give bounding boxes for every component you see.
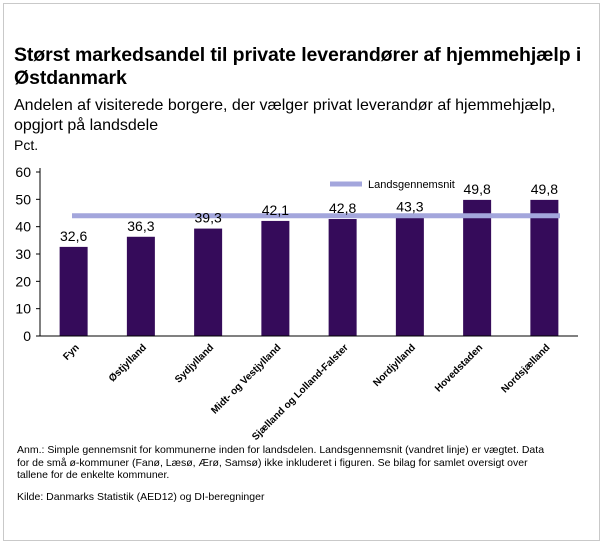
y-tick-label: 10 bbox=[15, 301, 31, 317]
data-label: 42,8 bbox=[329, 200, 356, 216]
bar bbox=[126, 236, 155, 336]
x-tick-label: Fyn bbox=[61, 342, 81, 362]
chart-note: Anm.: Simple gennemsnit for kommunerne i… bbox=[17, 444, 545, 481]
chart-subtitle: Andelen af visiterede borgere, der vælge… bbox=[14, 97, 556, 134]
x-tick-label: Østjylland bbox=[107, 342, 149, 384]
bar bbox=[261, 220, 290, 336]
y-axis-unit-label: Pct. bbox=[14, 137, 39, 153]
chart-source: Kilde: Danmarks Statistik (AED12) og DI-… bbox=[17, 491, 265, 503]
data-label: 49,8 bbox=[464, 181, 491, 197]
data-label: 43,3 bbox=[396, 199, 423, 215]
x-tick-label: Hovedstaden bbox=[433, 342, 485, 394]
bar bbox=[328, 219, 357, 336]
legend-label: Landsgennemsnit bbox=[368, 179, 455, 191]
data-label: 32,6 bbox=[60, 228, 87, 244]
x-tick-label: Midt- og Vestjylland bbox=[209, 342, 283, 416]
x-tick-label: Sydjylland bbox=[173, 342, 216, 385]
bar bbox=[194, 228, 223, 336]
y-tick-label: 40 bbox=[15, 219, 31, 235]
chart-frame bbox=[3, 3, 600, 541]
bar bbox=[463, 199, 492, 336]
x-tick-label: Nordsjælland bbox=[500, 342, 553, 395]
bar bbox=[530, 199, 559, 336]
bar-chart: 0 10 20 30 40 50 60 32,6 36,3 39,3 42,1 42,8 43,3 49,… bbox=[15, 164, 578, 440]
y-tick-label: 60 bbox=[15, 164, 31, 180]
y-tick-label: 50 bbox=[15, 191, 31, 207]
data-label: 42,1 bbox=[262, 202, 289, 218]
bar bbox=[59, 246, 88, 336]
chart-title: Størst markedsandel til private leverand… bbox=[14, 44, 582, 89]
y-tick-label: 0 bbox=[23, 328, 31, 344]
data-label: 39,3 bbox=[195, 210, 222, 226]
data-label: 49,8 bbox=[531, 181, 558, 197]
bar bbox=[395, 217, 424, 336]
y-tick-label: 30 bbox=[15, 246, 31, 262]
y-tick-label: 20 bbox=[15, 273, 31, 289]
x-tick-label: Nordjylland bbox=[371, 342, 418, 389]
data-label: 36,3 bbox=[127, 218, 154, 234]
